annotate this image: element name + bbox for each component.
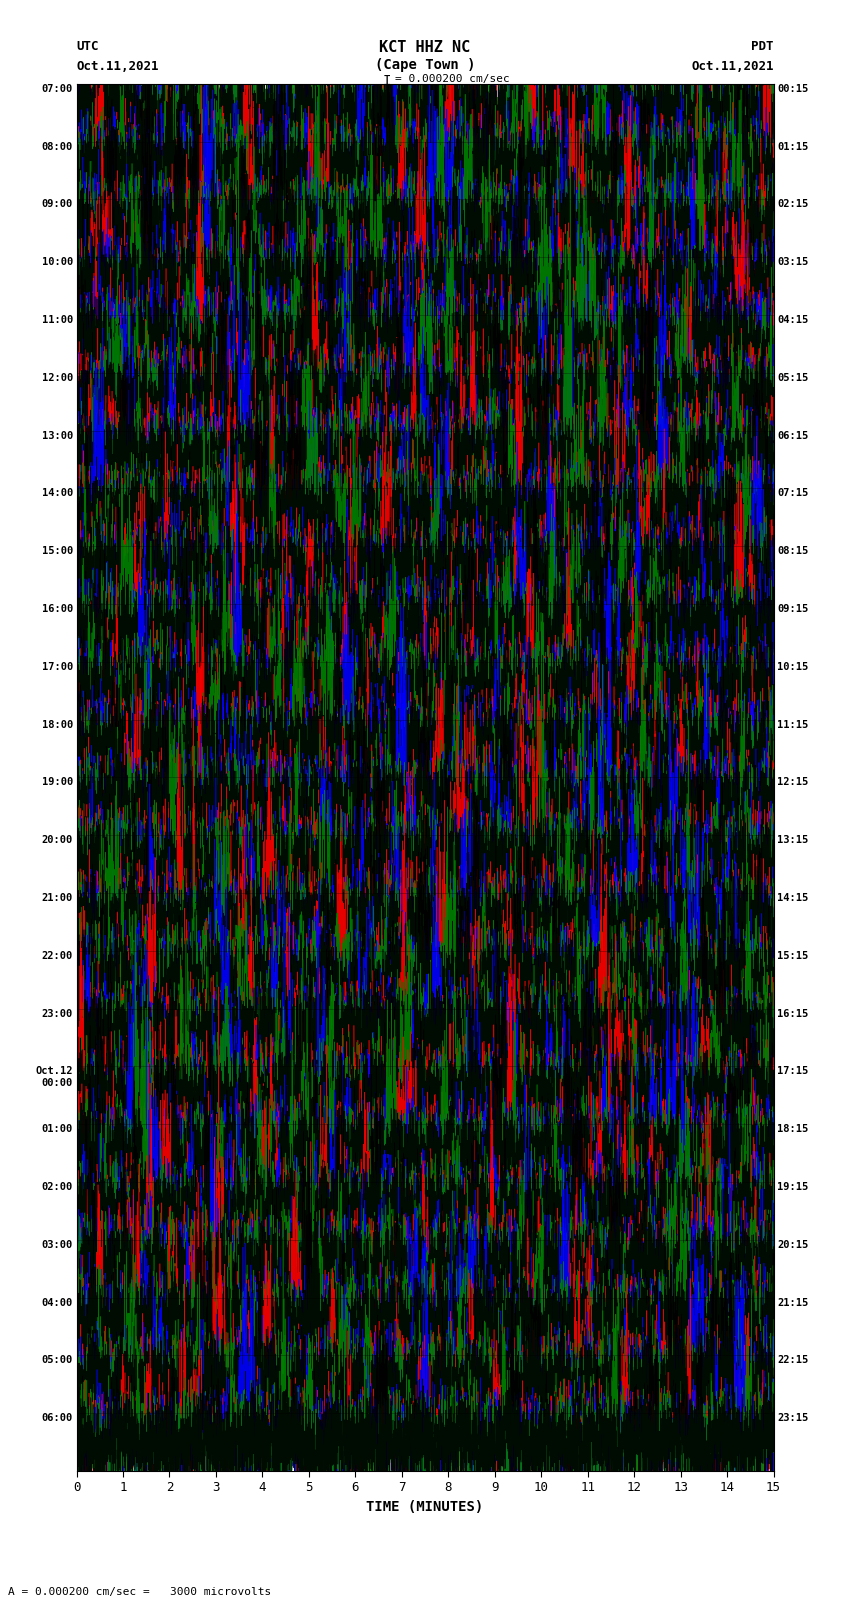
Text: 05:15: 05:15: [777, 373, 808, 382]
Text: 11:00: 11:00: [42, 315, 73, 326]
Text: 06:00: 06:00: [42, 1413, 73, 1423]
Text: 05:00: 05:00: [42, 1355, 73, 1366]
Text: 15:00: 15:00: [42, 547, 73, 556]
Text: Oct.11,2021: Oct.11,2021: [691, 60, 774, 73]
Text: 16:15: 16:15: [777, 1008, 808, 1019]
Text: 21:15: 21:15: [777, 1297, 808, 1308]
Text: 07:00: 07:00: [42, 84, 73, 94]
X-axis label: TIME (MINUTES): TIME (MINUTES): [366, 1500, 484, 1515]
Text: 18:15: 18:15: [777, 1124, 808, 1134]
Text: 14:15: 14:15: [777, 894, 808, 903]
Text: 03:00: 03:00: [42, 1240, 73, 1250]
Text: KCT HHZ NC: KCT HHZ NC: [379, 40, 471, 55]
Text: (Cape Town ): (Cape Town ): [375, 58, 475, 73]
Text: PDT: PDT: [751, 40, 774, 53]
Text: 12:15: 12:15: [777, 777, 808, 787]
Text: UTC: UTC: [76, 40, 99, 53]
Text: 00:15: 00:15: [777, 84, 808, 94]
Text: 12:00: 12:00: [42, 373, 73, 382]
Text: 04:00: 04:00: [42, 1297, 73, 1308]
Text: Oct.12
00:00: Oct.12 00:00: [36, 1066, 73, 1089]
Text: Oct.11,2021: Oct.11,2021: [76, 60, 159, 73]
Text: 13:00: 13:00: [42, 431, 73, 440]
Text: 02:15: 02:15: [777, 200, 808, 210]
Text: 11:15: 11:15: [777, 719, 808, 729]
Text: 20:00: 20:00: [42, 836, 73, 845]
Text: A = 0.000200 cm/sec =   3000 microvolts: A = 0.000200 cm/sec = 3000 microvolts: [8, 1587, 272, 1597]
Text: = 0.000200 cm/sec: = 0.000200 cm/sec: [395, 74, 510, 84]
Text: 06:15: 06:15: [777, 431, 808, 440]
Text: 07:15: 07:15: [777, 489, 808, 498]
Text: 10:00: 10:00: [42, 258, 73, 268]
Text: 03:15: 03:15: [777, 258, 808, 268]
Text: 08:15: 08:15: [777, 547, 808, 556]
Text: 13:15: 13:15: [777, 836, 808, 845]
Text: 14:00: 14:00: [42, 489, 73, 498]
Text: 08:00: 08:00: [42, 142, 73, 152]
Text: 16:00: 16:00: [42, 605, 73, 615]
Text: 01:00: 01:00: [42, 1124, 73, 1134]
Text: 01:15: 01:15: [777, 142, 808, 152]
Text: 19:15: 19:15: [777, 1182, 808, 1192]
Text: 10:15: 10:15: [777, 661, 808, 673]
Text: 22:15: 22:15: [777, 1355, 808, 1366]
Text: 22:00: 22:00: [42, 952, 73, 961]
Text: 23:15: 23:15: [777, 1413, 808, 1423]
Text: 15:15: 15:15: [777, 952, 808, 961]
Text: 21:00: 21:00: [42, 894, 73, 903]
Text: 17:15: 17:15: [777, 1066, 808, 1076]
Text: 18:00: 18:00: [42, 719, 73, 729]
Text: 09:15: 09:15: [777, 605, 808, 615]
Text: 19:00: 19:00: [42, 777, 73, 787]
Text: 09:00: 09:00: [42, 200, 73, 210]
Text: 20:15: 20:15: [777, 1240, 808, 1250]
Text: 04:15: 04:15: [777, 315, 808, 326]
Text: 23:00: 23:00: [42, 1008, 73, 1019]
Text: I: I: [382, 74, 391, 89]
Text: 02:00: 02:00: [42, 1182, 73, 1192]
Text: 17:00: 17:00: [42, 661, 73, 673]
